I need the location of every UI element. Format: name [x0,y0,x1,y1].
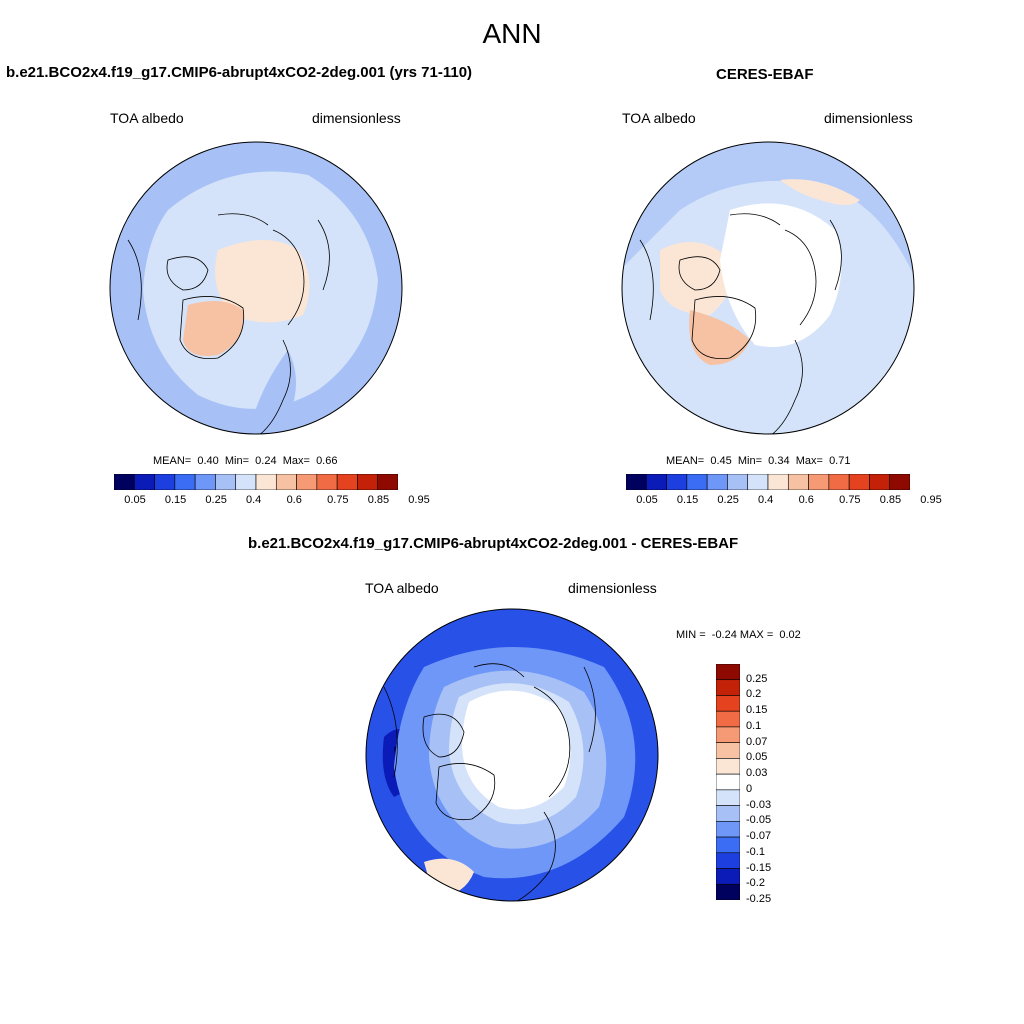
colorbar-tick-label: -0.1 [746,845,765,858]
colorbar-tick-label: 0.4 [246,494,262,506]
colorbar-swatch [377,473,399,491]
colorbar-swatch [113,473,135,491]
colorbar-swatch [316,473,338,491]
diff-panel-title: b.e21.BCO2x4.f19_g17.CMIP6-abrupt4xCO2-2… [248,535,739,552]
colorbar-tick-label: 0.15 [164,494,187,506]
colorbar-swatch [235,473,257,491]
right-polar-map [621,141,915,435]
left-variable-label: TOA albedo [110,110,184,126]
colorbar-tick-label: 0.07 [746,735,768,748]
colorbar-tick-label: 0.85 [367,494,390,506]
colorbar-swatch [715,758,741,775]
colorbar-swatch [715,663,741,681]
colorbar-swatch [357,473,379,491]
colorbar-tick-label: 0.75 [327,494,349,506]
colorbar-swatch [715,868,741,885]
colorbar-tick-label: 0.25 [746,672,768,685]
colorbar-swatch [336,473,358,491]
right-units-label: dimensionless [824,110,913,126]
colorbar-swatch [194,473,216,491]
colorbar-swatch [133,473,155,491]
colorbar-swatch [727,473,749,491]
colorbar-swatch [715,695,741,712]
colorbar-swatch [686,473,708,491]
left-panel-title: b.e21.BCO2x4.f19_g17.CMIP6-abrupt4xCO2-2… [6,64,473,81]
colorbar-swatch [275,473,297,491]
colorbar-swatch [215,473,237,491]
colorbar-tick-label: 0.15 [746,704,768,717]
left-stats: MEAN= 0.40 Min= 0.24 Max= 0.66 [153,455,338,467]
colorbar-swatch [715,710,741,728]
colorbar-tick-label: 0.05 [746,751,768,764]
colorbar-swatch [715,742,741,759]
colorbar-swatch [715,805,741,822]
colorbar-tick-label: -0.05 [746,814,772,827]
colorbar-swatch [747,473,769,491]
diff-colorbar-labels: 0.25 0.2 0.15 0.1 0.07 0.05 0.03 0 -0.03 -0.05 -0.… [746,664,786,905]
left-colorbar-labels: 0.05 0.15 0.25 0.4 0.6 0.75 0.85 0.95 [114,494,429,508]
colorbar-swatch [715,773,741,791]
colorbar-swatch [715,726,741,743]
colorbar-tick-label: 0.1 [746,719,762,732]
colorbar-tick-label: 0 [746,782,753,795]
colorbar-tick-label: -0.2 [746,877,765,890]
colorbar-swatch [767,473,789,491]
colorbar-tick-label: 0.95 [408,494,430,506]
colorbar-tick-label: 0.6 [798,494,814,506]
left-units-label: dimensionless [312,110,401,126]
colorbar-tick-label: 0.2 [746,688,762,701]
colorbar-swatch [255,473,277,491]
colorbar-swatch [715,821,741,838]
colorbar-tick-label: 0.4 [758,494,774,506]
colorbar-swatch [889,473,911,491]
colorbar-swatch [715,679,741,696]
colorbar-swatch [715,883,741,901]
colorbar-swatch [715,852,741,869]
diff-units-label: dimensionless [568,580,657,596]
diff-stats: MIN = -0.24 MAX = 0.02 [676,629,801,641]
colorbar-tick-label: 0.15 [676,494,699,506]
colorbar-swatch [848,473,870,491]
right-stats: MEAN= 0.45 Min= 0.34 Max= 0.71 [666,455,851,467]
colorbar-tick-label: 0.85 [879,494,902,506]
colorbar-swatch [869,473,891,491]
colorbar-tick-label: -0.07 [746,830,772,843]
colorbar-swatch [154,473,176,491]
colorbar-tick-label: 0.95 [920,494,942,506]
colorbar-tick-label: 0.6 [286,494,302,506]
colorbar-tick-label: -0.15 [746,861,772,874]
figure-title: ANN [482,18,542,49]
colorbar-tick-label: 0.25 [205,494,227,506]
right-colorbar [625,473,911,491]
left-colorbar [113,473,399,491]
right-variable-label: TOA albedo [622,110,696,126]
diff-colorbar [715,663,741,901]
colorbar-tick-label: 0.05 [124,494,146,506]
colorbar-tick-label: -0.03 [746,798,772,811]
colorbar-swatch [706,473,728,491]
colorbar-swatch [787,473,809,491]
colorbar-swatch [715,789,741,806]
right-panel-title: CERES-EBAF [716,66,814,83]
colorbar-tick-label: 0.75 [839,494,861,506]
diff-polar-map [365,608,659,902]
colorbar-swatch [666,473,688,491]
left-polar-map [109,141,403,435]
colorbar-swatch [174,473,196,491]
colorbar-swatch [625,473,647,491]
colorbar-swatch [296,473,318,491]
colorbar-tick-label: 0.25 [717,494,739,506]
colorbar-swatch [645,473,667,491]
colorbar-swatch [828,473,850,491]
colorbar-tick-label: 0.05 [636,494,658,506]
colorbar-swatch [715,836,741,854]
colorbar-tick-label: 0.03 [746,767,768,780]
colorbar-tick-label: -0.25 [746,893,772,905]
right-colorbar-labels: 0.05 0.15 0.25 0.4 0.6 0.75 0.85 0.95 [626,494,941,508]
diff-variable-label: TOA albedo [365,580,439,596]
colorbar-swatch [808,473,830,491]
